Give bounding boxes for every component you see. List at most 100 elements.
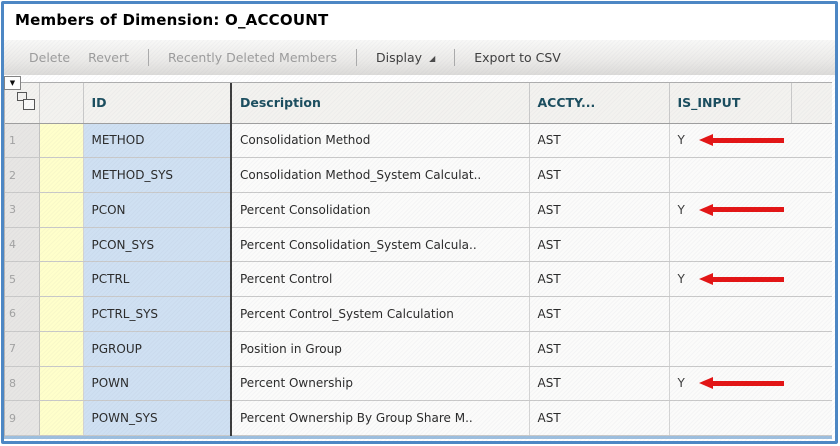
filler-cell [791,123,832,159]
description-cell[interactable]: Percent Consolidation [231,192,530,228]
red-arrow-head [698,377,713,390]
toolbar: Delete Revert Recently Deleted Members D… [4,40,835,75]
accty-cell[interactable]: AST [529,261,670,298]
red-arrow [698,134,784,147]
revert-button[interactable]: Revert [88,50,130,65]
description-cell[interactable]: Consolidation Method [231,123,530,159]
export-to-csv-button[interactable]: Export to CSV [474,50,561,65]
filler-cell [791,331,832,367]
filler-column-header [791,83,832,124]
red-arrow-tail [711,276,784,282]
id-cell[interactable]: METHOD_SYS [83,157,232,193]
is-input-cell[interactable]: Y [669,192,791,228]
member-row[interactable]: 4 PCON_SYS Percent Consolidation_System … [5,227,832,263]
recently-deleted-members-button[interactable]: Recently Deleted Members [168,50,337,65]
id-cell[interactable]: PCTRL [83,261,232,298]
description-cell[interactable]: Percent Ownership [231,366,530,402]
flag-cell[interactable] [39,123,84,159]
is-input-cell[interactable]: Y [669,366,791,402]
row-number-cell[interactable]: 8 [5,366,40,402]
is-input-value: Y [677,202,685,217]
id-cell[interactable]: POWN_SYS [83,400,232,436]
red-arrow-tail [711,137,784,143]
flag-cell[interactable] [39,296,84,332]
is-input-cell[interactable]: Y [669,261,791,298]
is-input-cell[interactable] [669,331,791,367]
is-input-value: Y [677,133,685,148]
id-cell[interactable]: POWN [83,366,232,402]
flag-cell[interactable] [39,366,84,402]
column-options-button[interactable]: ▼ [4,76,21,90]
accty-cell[interactable]: AST [529,296,670,332]
filler-cell [791,227,832,263]
is-input-column-header[interactable]: IS_INPUT [669,83,792,124]
description-cell[interactable]: Percent Control_System Calculation [231,296,530,332]
id-cell[interactable]: PCTRL_SYS [83,296,232,332]
flag-cell[interactable] [39,227,84,263]
display-menu-button[interactable]: Display ◢ [367,50,444,65]
is-input-cell[interactable] [669,400,791,436]
is-input-cell[interactable] [669,157,791,193]
display-menu-triangle-icon: ◢ [429,54,436,63]
member-row[interactable]: 8 POWN Percent Ownership AST Y [5,366,832,402]
accty-cell[interactable]: AST [529,123,670,159]
id-cell[interactable]: PCON_SYS [83,227,232,263]
description-column-header[interactable]: Description [231,83,530,124]
is-input-cell[interactable] [669,227,791,263]
id-cell[interactable]: PCON [83,192,232,228]
select-all-back-square [17,92,27,102]
description-cell[interactable]: Consolidation Method_System Calculat.. [231,157,530,193]
row-number-cell[interactable]: 1 [5,123,40,159]
member-row[interactable]: 6 PCTRL_SYS Percent Control_System Calcu… [5,296,832,332]
accty-cell[interactable]: AST [529,192,670,228]
is-input-cell[interactable] [669,296,791,332]
id-cell[interactable]: METHOD [83,123,232,159]
filler-cell [791,366,832,402]
accty-cell[interactable]: AST [529,366,670,402]
id-column-header[interactable]: ID [83,83,232,124]
flag-cell[interactable] [39,157,84,193]
select-all-icon[interactable] [15,92,39,112]
id-cell[interactable]: PGROUP [83,331,232,367]
red-arrow-head [698,203,713,216]
flag-cell[interactable] [39,261,84,298]
description-cell[interactable]: Percent Ownership By Group Share M.. [231,400,530,436]
is-input-cell[interactable]: Y [669,123,791,159]
flag-cell[interactable] [39,400,84,436]
display-menu-label: Display [375,50,423,65]
flag-cell[interactable] [39,192,84,228]
member-row[interactable]: 7 PGROUP Position in Group AST [5,331,832,367]
filler-cell [791,261,832,298]
row-number-cell[interactable]: 9 [5,400,40,436]
select-all-front-square [23,99,35,111]
row-number-cell[interactable]: 3 [5,192,40,228]
member-row[interactable]: 2 METHOD_SYS Consolidation Method_System… [5,157,832,193]
row-number-cell[interactable]: 7 [5,331,40,367]
description-cell[interactable]: Percent Control [231,261,530,298]
description-cell[interactable]: Percent Consolidation_System Calcula.. [231,227,530,263]
member-row[interactable]: 5 PCTRL Percent Control AST Y [5,261,832,298]
filler-cell [791,192,832,228]
row-number-cell[interactable]: 5 [5,261,40,298]
flag-column-header[interactable] [39,83,84,124]
flag-cell[interactable] [39,331,84,367]
row-number-cell[interactable]: 4 [5,227,40,263]
member-row[interactable]: 1 METHOD Consolidation Method AST Y [5,123,832,159]
red-arrow [698,273,784,286]
row-number-cell[interactable]: 6 [5,296,40,332]
toolbar-separator [454,49,456,66]
accty-cell[interactable]: AST [529,400,670,436]
accty-cell[interactable]: AST [529,227,670,263]
red-arrow-head [698,134,713,147]
member-row[interactable]: 9 POWN_SYS Percent Ownership By Group Sh… [5,400,832,436]
header-row: ID Description ACCTY... IS_INPUT [5,83,832,124]
description-cell[interactable]: Position in Group [231,331,530,367]
accty-cell[interactable]: AST [529,331,670,367]
member-row[interactable]: 3 PCON Percent Consolidation AST Y [5,192,832,228]
row-number-cell[interactable]: 2 [5,157,40,193]
delete-button[interactable]: Delete [29,50,71,65]
is-input-value: Y [677,376,685,391]
filler-cell [791,400,832,436]
accty-column-header[interactable]: ACCTY... [529,83,670,124]
accty-cell[interactable]: AST [529,157,670,193]
